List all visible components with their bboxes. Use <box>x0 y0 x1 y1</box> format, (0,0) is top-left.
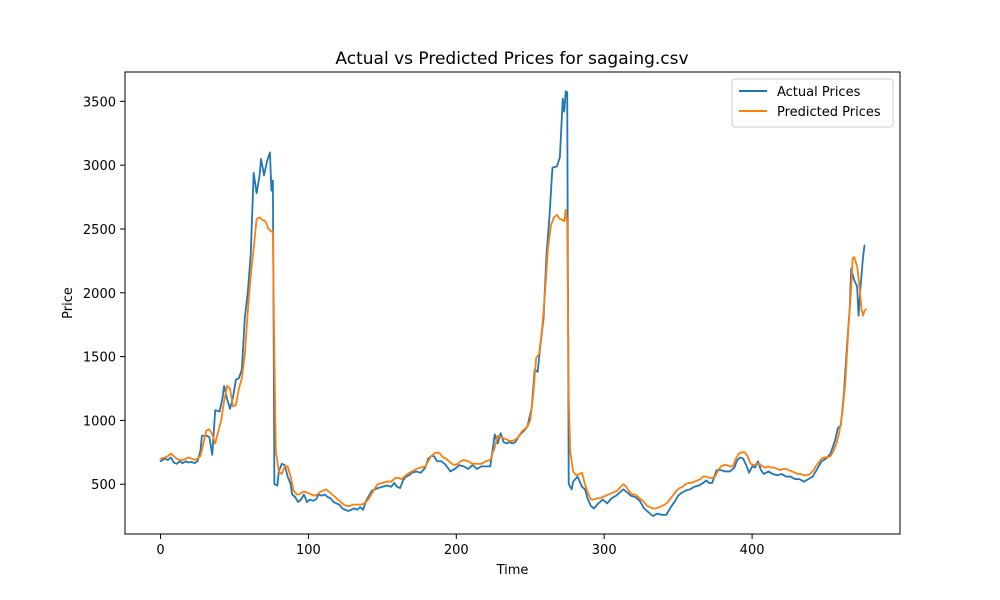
legend-label-predicted: Predicted Prices <box>777 105 881 120</box>
y-tick-label: 500 <box>91 478 116 493</box>
y-tick-label: 1000 <box>83 414 116 429</box>
x-axis-ticks: 0 100 200 300 400 <box>156 534 765 558</box>
plot-area-frame <box>124 71 901 535</box>
x-tick-label: 0 <box>156 543 164 558</box>
y-tick-label: 3500 <box>83 95 116 110</box>
legend-box <box>731 78 894 128</box>
x-axis-label: Time <box>496 563 529 578</box>
y-axis-ticks: 500 1000 1500 2000 2500 3000 3500 <box>83 95 125 493</box>
y-tick-label: 1500 <box>83 351 116 366</box>
legend: Actual Prices Predicted Prices <box>731 78 894 128</box>
y-tick-label: 2000 <box>83 287 116 302</box>
x-tick-label: 300 <box>592 543 617 558</box>
series-layer <box>159 90 867 518</box>
y-axis-label: Price <box>61 287 76 319</box>
y-tick-label: 2500 <box>83 223 116 238</box>
x-tick-label: 400 <box>740 543 765 558</box>
y-tick-label: 3000 <box>83 159 116 174</box>
x-tick-label: 200 <box>444 543 469 558</box>
chart-title: Actual vs Predicted Prices for sagaing.c… <box>335 49 688 69</box>
legend-label-actual: Actual Prices <box>777 85 861 100</box>
x-tick-label: 100 <box>296 543 321 558</box>
series-line-predicted-prices <box>159 208 867 510</box>
